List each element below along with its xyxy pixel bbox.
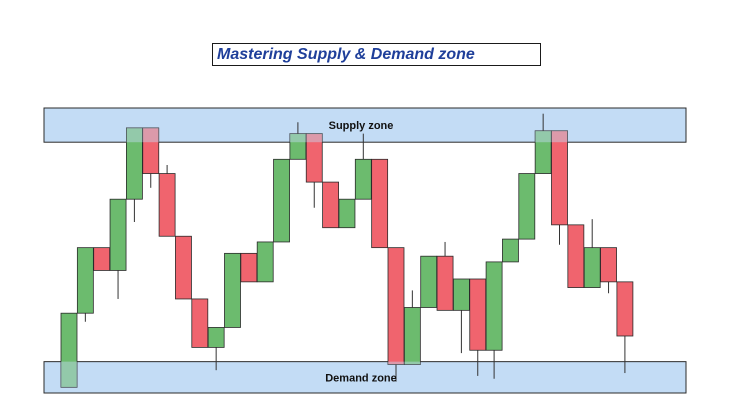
- bullish-candle-body: [256, 241, 274, 283]
- bullish-candle-body: [76, 247, 94, 314]
- bearish-candle-body: [305, 133, 323, 183]
- candle: [600, 247, 617, 294]
- bearish-candle-body: [600, 247, 617, 283]
- candle: [109, 198, 127, 299]
- bearish-candle-body: [387, 247, 405, 365]
- bullish-candle-body: [338, 198, 356, 229]
- overlap-layer: [61, 127, 568, 388]
- candle: [240, 252, 258, 283]
- zone-overlap: [388, 361, 404, 365]
- candle: [354, 133, 372, 200]
- candle: [142, 127, 160, 188]
- bearish-candle-body: [322, 181, 340, 229]
- chart-title: Mastering Supply & Demand zone: [212, 43, 541, 66]
- zone-overlap: [404, 361, 421, 365]
- candle: [60, 312, 78, 388]
- bullish-candle-body: [485, 261, 503, 351]
- candle: [567, 224, 585, 288]
- candle: [436, 241, 454, 311]
- bearish-candle-body: [436, 255, 454, 311]
- zone-overlap: [551, 130, 568, 143]
- bearish-candle-body: [191, 298, 209, 348]
- demand-zone: [43, 361, 687, 394]
- zone-overlap: [289, 133, 306, 143]
- candle: [273, 158, 290, 243]
- candle: [224, 252, 241, 328]
- zone-labels-layer: Supply zone Demand zone: [325, 120, 397, 384]
- candle: [518, 173, 536, 240]
- bullish-candle-body: [273, 158, 290, 243]
- bullish-candle-body: [60, 312, 78, 388]
- zones-layer: [43, 107, 687, 394]
- zone-overlap: [142, 127, 159, 143]
- bearish-candle-body: [93, 247, 111, 271]
- bullish-candle-body: [207, 327, 225, 348]
- demand-zone-label: Demand zone: [325, 372, 397, 384]
- candle: [191, 298, 209, 348]
- bullish-candle-body: [583, 247, 601, 288]
- bearish-candle-body: [240, 252, 258, 283]
- candle: [158, 165, 176, 237]
- zone-overlap: [126, 127, 143, 143]
- bullish-candle-body: [354, 158, 372, 200]
- candle: [452, 278, 470, 354]
- candle: [485, 261, 503, 379]
- bearish-candle-body: [175, 235, 192, 300]
- bearish-candle-body: [551, 130, 568, 226]
- bearish-candle-body: [567, 224, 585, 288]
- candle: [387, 247, 405, 382]
- candle: [469, 278, 487, 376]
- candle: [420, 255, 438, 308]
- candle: [534, 113, 552, 174]
- bullish-candle-body: [518, 173, 536, 240]
- candle: [93, 247, 111, 271]
- bearish-candle-body: [142, 127, 160, 174]
- bullish-candle-body: [109, 198, 127, 271]
- bullish-candle-body: [403, 307, 421, 365]
- candle: [207, 327, 225, 371]
- candle: [403, 290, 421, 365]
- supply-zone-label: Supply zone: [329, 120, 394, 132]
- zone-overlap: [306, 133, 323, 143]
- candle: [76, 247, 94, 322]
- candle: [502, 238, 519, 263]
- candle: [616, 281, 634, 374]
- bullish-candle-body: [502, 238, 519, 263]
- bearish-candle-body: [158, 173, 176, 237]
- candle: [583, 219, 601, 288]
- candle: [338, 198, 356, 229]
- bearish-candle-body: [616, 281, 634, 337]
- bearish-candle-body: [469, 278, 487, 351]
- bullish-candle-body: [452, 278, 470, 311]
- candle: [256, 241, 274, 283]
- candle: [551, 130, 568, 245]
- candle: [175, 235, 192, 300]
- bullish-candle-body: [420, 255, 438, 308]
- zone-overlap: [61, 361, 77, 388]
- candle: [371, 158, 389, 249]
- zone-overlap: [535, 130, 552, 143]
- candle: [305, 133, 323, 208]
- candle: [322, 181, 340, 229]
- bullish-candle-body: [224, 252, 241, 328]
- candles-layer: [60, 113, 634, 388]
- bearish-candle-body: [371, 158, 389, 249]
